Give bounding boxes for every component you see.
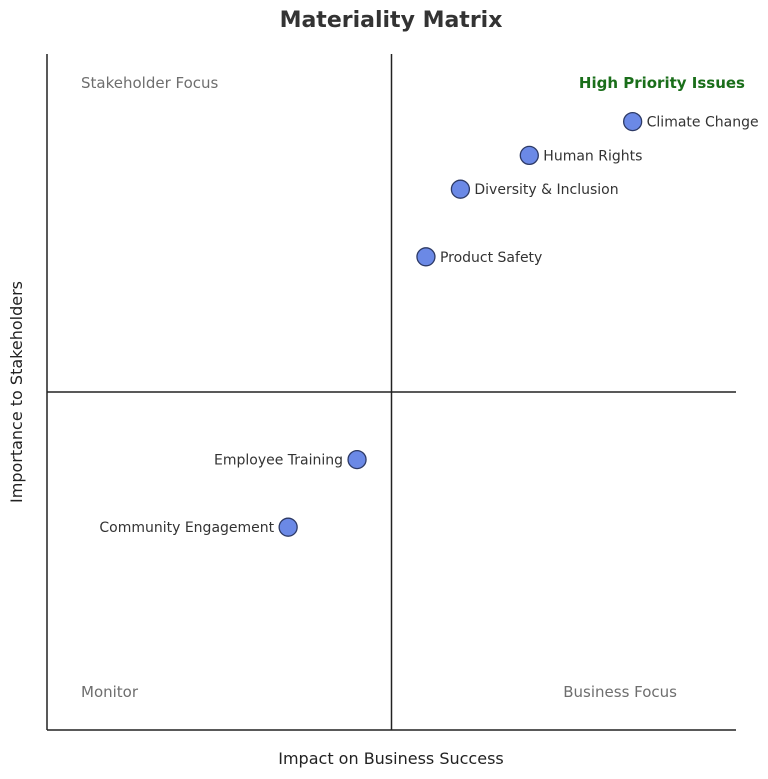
data-label-community-engagement: Community Engagement bbox=[99, 520, 274, 536]
quadrant-label-high-priority: High Priority Issues bbox=[579, 74, 745, 92]
data-points: Climate Change Human Rights Diversity & In… bbox=[99, 111, 759, 537]
data-point-community-engagement bbox=[278, 517, 298, 537]
data-label-employee-training: Employee Training bbox=[214, 453, 343, 469]
data-point-employee-training bbox=[347, 449, 367, 470]
x-axis-label: Impact on Business Success bbox=[278, 749, 503, 768]
data-point-diversity-inclusion bbox=[450, 179, 471, 199]
data-label-human-rights: Human Rights bbox=[543, 148, 642, 164]
quadrant-label-stakeholder-focus: Stakeholder Focus bbox=[81, 74, 219, 92]
data-label-climate-change: Climate Change bbox=[647, 115, 759, 131]
data-label-diversity-inclusion: Diversity & Inclusion bbox=[474, 182, 618, 198]
data-point-human-rights bbox=[519, 145, 539, 166]
quadrant-label-business-focus: Business Focus bbox=[563, 683, 677, 701]
chart-title: Materiality Matrix bbox=[280, 8, 503, 33]
data-point-climate-change bbox=[623, 111, 643, 132]
data-label-product-safety: Product Safety bbox=[440, 250, 542, 266]
quadrant-label-monitor: Monitor bbox=[81, 683, 139, 701]
data-point-product-safety bbox=[416, 247, 436, 267]
y-axis-label: Importance to Stakeholders bbox=[7, 281, 26, 503]
